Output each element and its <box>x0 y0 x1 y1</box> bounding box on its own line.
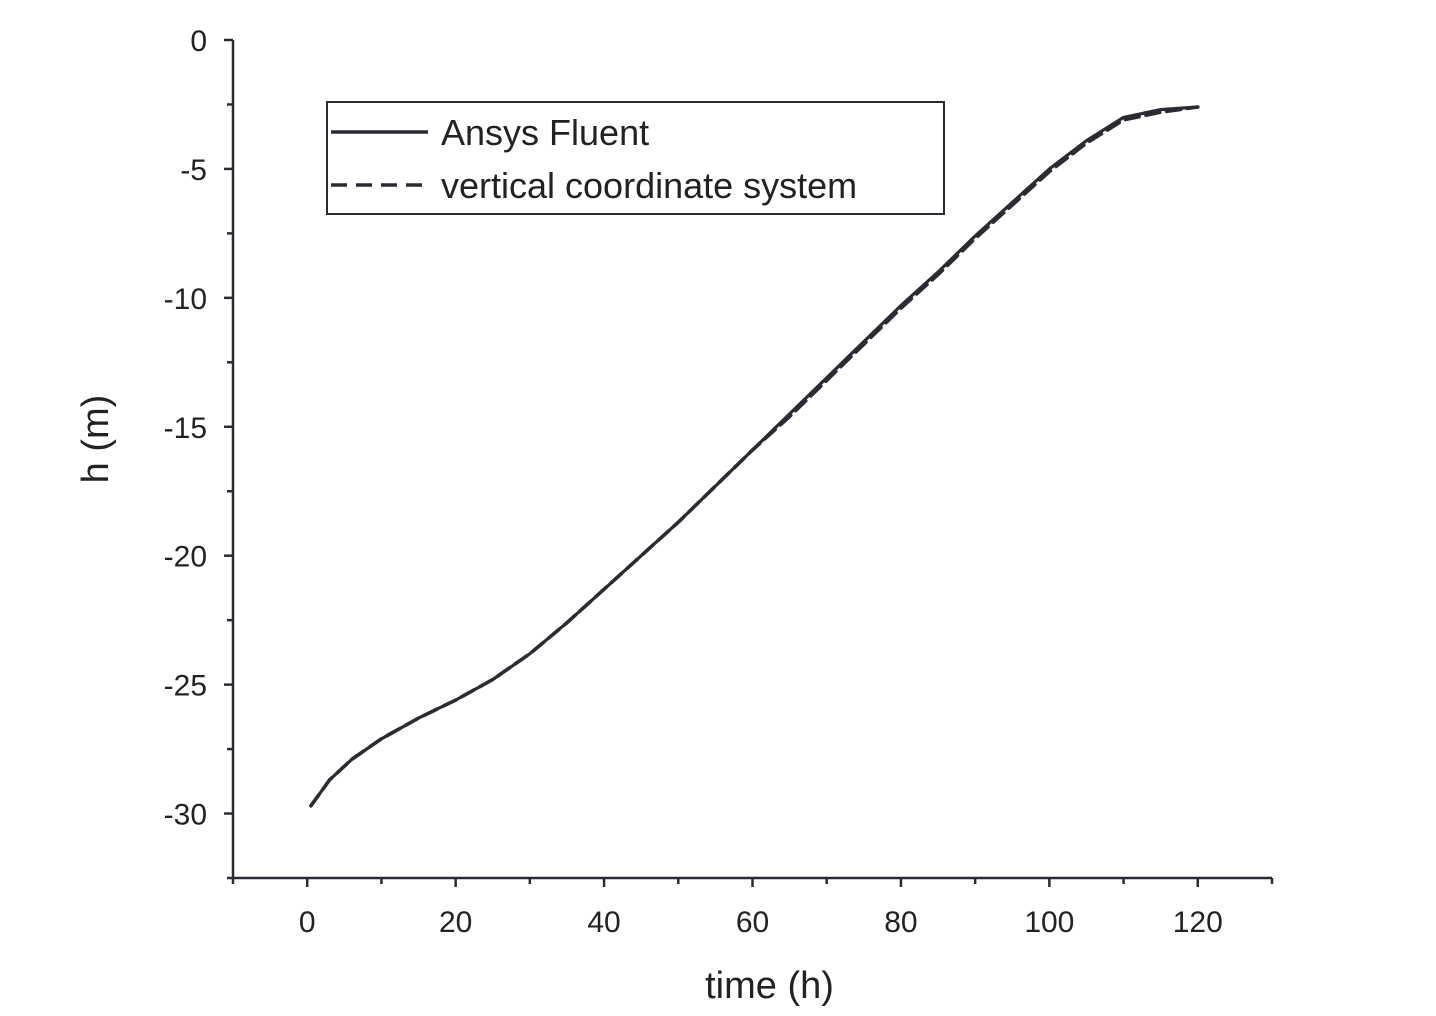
y-tick-label: -20 <box>164 541 207 574</box>
series-layer <box>309 105 1200 808</box>
legend-box <box>326 101 945 215</box>
x-tick-label: 20 <box>439 906 472 939</box>
x-axis-label: time (h) <box>705 965 834 1007</box>
x-tick-label: 120 <box>1173 906 1223 939</box>
y-tick-label: -5 <box>180 154 207 187</box>
x-tick-label: 40 <box>587 906 620 939</box>
y-tick-label: 0 <box>190 25 207 58</box>
x-tick-label: 0 <box>299 906 316 939</box>
y-tick-label: -15 <box>164 412 207 445</box>
axes: 0 20 40 60 80 100 120 0 -5 -10 -15 -20 -25 -30 <box>164 25 1274 939</box>
legend-label: vertical coordinate system <box>441 165 857 206</box>
x-tick-label: 100 <box>1024 906 1074 939</box>
x-tick-label: 60 <box>736 906 769 939</box>
y-tick-label: -30 <box>164 799 207 832</box>
y-tick-label: -25 <box>164 670 207 703</box>
legend: Ansys Fluent vertical coordinate system <box>326 101 945 215</box>
y-axis-label: h (m) <box>75 395 117 484</box>
series-line-vertical-coordinate-system <box>309 105 1200 808</box>
x-tick-label: 80 <box>884 906 917 939</box>
y-tick-label: -10 <box>164 283 207 316</box>
legend-label: Ansys Fluent <box>441 112 649 153</box>
